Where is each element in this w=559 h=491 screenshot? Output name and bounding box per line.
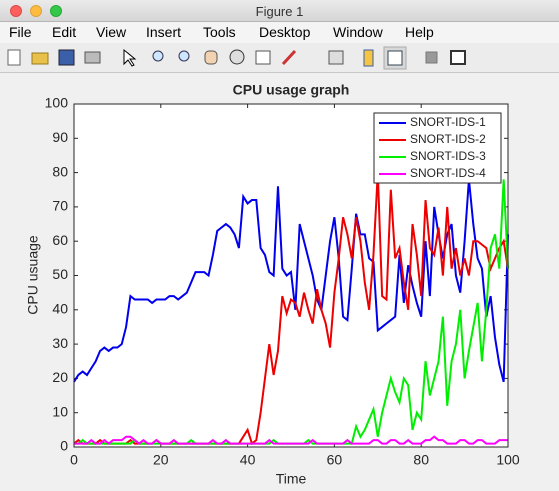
menu-bar: File Edit View Insert Tools Desktop Wind… — [0, 22, 559, 43]
new-icon[interactable] — [7, 49, 21, 66]
title-bar: Figure 1 — [0, 0, 559, 22]
toolbar — [0, 43, 559, 73]
series-line — [73, 179, 509, 383]
figure: CPU usage graph Time CPU usuage 0 10 20 30 4… — [25, 82, 520, 487]
y-tick-label: 50 — [52, 266, 68, 282]
menu-item[interactable]: File — [9, 24, 32, 40]
y-tick-label: 20 — [52, 369, 68, 385]
legend-label: SNORT-IDS-2 — [410, 132, 486, 146]
y-tick-label: 100 — [45, 95, 69, 111]
y-tick-label: 70 — [52, 198, 68, 214]
datacursor-icon[interactable] — [255, 50, 271, 65]
legend-label: SNORT-IDS-4 — [410, 166, 486, 180]
legend-label: SNORT-IDS-1 — [410, 115, 486, 129]
hide-tools-icon[interactable] — [425, 51, 438, 64]
minimize-button[interactable] — [30, 5, 42, 17]
menu-item[interactable]: Edit — [52, 24, 77, 40]
window-title: Figure 1 — [255, 4, 304, 19]
rotate-icon[interactable] — [229, 49, 245, 65]
legend-label: SNORT-IDS-3 — [410, 149, 486, 163]
y-axis-label: CPU usuage — [25, 235, 41, 315]
zoom-button[interactable] — [50, 5, 62, 17]
link-icon[interactable] — [328, 50, 344, 65]
y-tick-label: 60 — [52, 232, 68, 248]
chart-title: CPU usage graph — [233, 82, 350, 98]
series-line — [74, 435, 508, 445]
y-tick-label: 40 — [52, 301, 68, 317]
colorbar-icon[interactable] — [363, 49, 374, 67]
print-icon[interactable] — [84, 51, 101, 64]
menu-item[interactable]: Window — [333, 24, 383, 40]
y-tick-label: 10 — [52, 403, 68, 419]
pointer-icon[interactable] — [123, 48, 137, 67]
x-tick-label: 60 — [327, 452, 343, 468]
menu-item[interactable]: Tools — [203, 24, 236, 40]
y-tick-label: 90 — [52, 129, 68, 145]
x-tick-label: 80 — [413, 452, 429, 468]
close-button[interactable] — [10, 5, 22, 17]
y-tick-label: 80 — [52, 163, 68, 179]
x-tick-label: 0 — [70, 452, 78, 468]
menu-item[interactable]: Help — [405, 24, 434, 40]
legend-icon[interactable] — [387, 50, 403, 66]
x-axis-label: Time — [276, 471, 307, 487]
legend-box — [373, 112, 502, 184]
dock-icon[interactable] — [450, 50, 466, 65]
zoom-in-icon[interactable] — [152, 50, 164, 62]
menu-item[interactable]: View — [96, 24, 127, 40]
save-icon[interactable] — [58, 49, 75, 66]
brush-icon[interactable] — [281, 49, 297, 66]
axes-box — [73, 103, 509, 448]
pan-icon[interactable] — [204, 50, 218, 65]
y-tick-label: 0 — [60, 438, 68, 454]
x-tick-label: 40 — [240, 452, 256, 468]
menu-item[interactable]: Desktop — [259, 24, 311, 40]
x-tick-label: 20 — [153, 452, 169, 468]
x-tick-label: 100 — [496, 452, 520, 468]
zoom-out-icon[interactable] — [178, 50, 190, 62]
open-icon[interactable] — [31, 52, 49, 65]
menu-item[interactable]: Insert — [146, 24, 182, 40]
toolbar-icons — [7, 46, 466, 70]
y-tick-label: 30 — [52, 335, 68, 351]
